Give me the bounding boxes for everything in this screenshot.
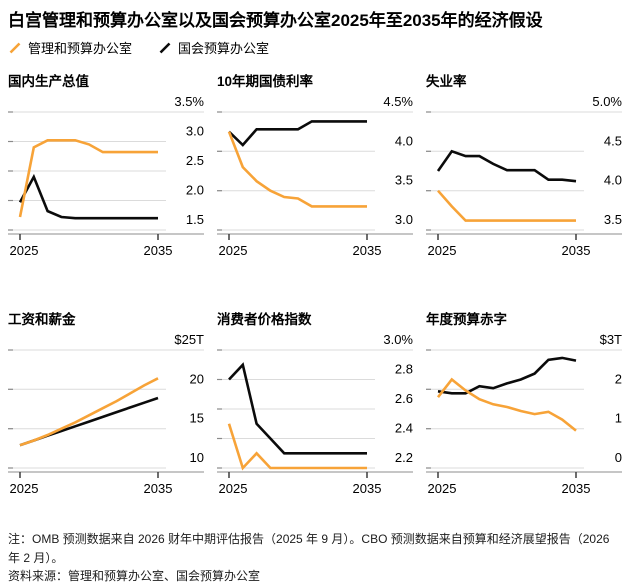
y-tick-label: 0 xyxy=(615,450,622,465)
chart-svg-deficit: $3T 2 1 0 2025 2035 xyxy=(426,332,622,496)
chart-title-deficit: 年度预算赤字 xyxy=(426,312,507,328)
y-tick-label: 5.0% xyxy=(592,94,622,109)
y-tick-label: 2.8 xyxy=(395,362,413,377)
chart-panel-wages: 工资和薪金 $25T 20 15 10 2025 2035 xyxy=(8,308,204,502)
series-line-cbo-treasury-10y xyxy=(228,120,367,148)
series-line-cbo-unemployment xyxy=(436,149,577,183)
y-tick-label: 4.0 xyxy=(604,173,622,188)
chart-title-treasury-10y: 10年期国债利率 xyxy=(217,74,314,90)
omb-swatch-line xyxy=(9,42,21,54)
chart-panel-treasury-10y: 10年期国债利率 4.5% 4.0 3.5 3.0 2025 2035 xyxy=(217,70,413,264)
y-tick-label: 1.5 xyxy=(186,212,204,227)
chart-svg-unemployment: 5.0% 4.5 4.0 3.5 2025 2035 xyxy=(426,94,622,258)
y-tick-label: 3.0 xyxy=(186,124,204,139)
series-line-omb-unemployment xyxy=(437,190,576,223)
y-tick-label: 2.2 xyxy=(395,450,413,465)
series-line-cbo-deficit xyxy=(437,356,577,395)
y-tick-label: 4.5% xyxy=(383,94,413,109)
y-tick-label: 4.0 xyxy=(395,134,413,149)
y-tick-label: 4.5 xyxy=(604,134,622,149)
y-tick-label: $25T xyxy=(174,332,204,347)
chart-panel-gdp: 国内生产总值 3.5% 3.0 2.5 2.0 1.5 2025 2035 xyxy=(8,70,204,264)
series-line-cbo-gdp xyxy=(18,174,158,220)
chart-title-unemployment: 失业率 xyxy=(426,74,467,90)
y-tick-label: 3.5 xyxy=(604,212,622,227)
x-tick-label: 2025 xyxy=(10,481,39,496)
y-tick-label: 3.0% xyxy=(383,332,413,347)
cbo-line-swatch-icon xyxy=(159,42,171,54)
legend-label-omb: 管理和预算办公室 xyxy=(28,41,133,57)
chart-svg-treasury-10y: 4.5% 4.0 3.5 3.0 2025 2035 xyxy=(217,94,413,258)
chart-svg-wages: $25T 20 15 10 2025 2035 xyxy=(8,332,204,496)
y-tick-label: 3.5 xyxy=(395,173,413,188)
chart-title-cpi: 消费者价格指数 xyxy=(217,312,312,328)
page-title: 白宫管理和预算办公室以及国会预算办公室2025年至2035年的经济假设 xyxy=(8,11,543,30)
legend-label-cbo: 国会预算办公室 xyxy=(178,41,270,57)
y-tick-label: 2.6 xyxy=(395,391,413,406)
footnote: 注：OMB 预测数据来自 2026 财年中期评估报告（2025 年 9 月）。C… xyxy=(8,532,610,565)
y-tick-label: 2.4 xyxy=(395,421,413,436)
legend-item-omb: 管理和预算办公室 xyxy=(8,38,132,57)
source-line: 资料来源：管理和预算办公室、国会预算办公室 xyxy=(8,569,261,584)
y-tick-label: 3.0 xyxy=(395,212,413,227)
x-tick-label: 2025 xyxy=(10,243,39,258)
x-tick-label: 2025 xyxy=(219,243,248,258)
series-line-omb-cpi xyxy=(227,423,367,471)
chart-panel-deficit: 年度预算赤字 $3T 2 1 0 2025 2035 xyxy=(426,308,622,502)
y-tick-label: 2.5 xyxy=(186,153,204,168)
x-tick-label: 2025 xyxy=(428,243,457,258)
y-tick-label: 2 xyxy=(615,372,622,387)
omb-line-swatch-icon xyxy=(9,42,21,54)
series-line-omb-treasury-10y xyxy=(227,131,367,208)
series-line-cbo-cpi xyxy=(228,362,367,455)
chart-title-wages: 工资和薪金 xyxy=(8,312,76,328)
chart-svg-gdp: 3.5% 3.0 2.5 2.0 1.5 2025 2035 xyxy=(8,94,204,258)
x-tick-label: 2035 xyxy=(144,481,173,496)
y-tick-label: $3T xyxy=(600,332,622,347)
y-tick-label: 2.0 xyxy=(186,183,204,198)
series-line-omb-wages xyxy=(19,377,159,447)
y-tick-label: 3.5% xyxy=(174,94,204,109)
x-tick-label: 2025 xyxy=(219,481,248,496)
y-tick-label: 15 xyxy=(190,411,204,426)
y-tick-label: 20 xyxy=(190,372,204,387)
y-tick-label: 1 xyxy=(615,411,622,426)
x-tick-label: 2025 xyxy=(428,481,457,496)
chart-svg-cpi: 3.0% 2.8 2.6 2.4 2.2 2025 2035 xyxy=(217,332,413,496)
y-tick-label: 10 xyxy=(190,450,204,465)
chart-title-gdp: 国内生产总值 xyxy=(8,74,89,90)
chart-panel-unemployment: 失业率 5.0% 4.5 4.0 3.5 2025 2035 xyxy=(426,70,622,264)
series-line-omb-deficit xyxy=(436,377,577,432)
chart-panel-cpi: 消费者价格指数 3.0% 2.8 2.6 2.4 2.2 2025 2035 xyxy=(217,308,413,502)
series-line-omb-gdp xyxy=(18,139,158,218)
charts-grid: 国内生产总值 3.5% 3.0 2.5 2.0 1.5 2025 2035 10年期国债利率… xyxy=(8,70,622,502)
x-tick-label: 2035 xyxy=(353,481,382,496)
x-tick-label: 2035 xyxy=(144,243,173,258)
legend: 管理和预算办公室 国会预算办公室 xyxy=(8,38,622,57)
cbo-swatch-line xyxy=(159,42,171,54)
x-tick-label: 2035 xyxy=(353,243,382,258)
x-tick-label: 2035 xyxy=(562,481,591,496)
x-tick-label: 2035 xyxy=(562,243,591,258)
footer: 注：OMB 预测数据来自 2026 财年中期评估报告（2025 年 9 月）。C… xyxy=(8,530,622,586)
legend-item-cbo: 国会预算办公室 xyxy=(158,38,269,57)
